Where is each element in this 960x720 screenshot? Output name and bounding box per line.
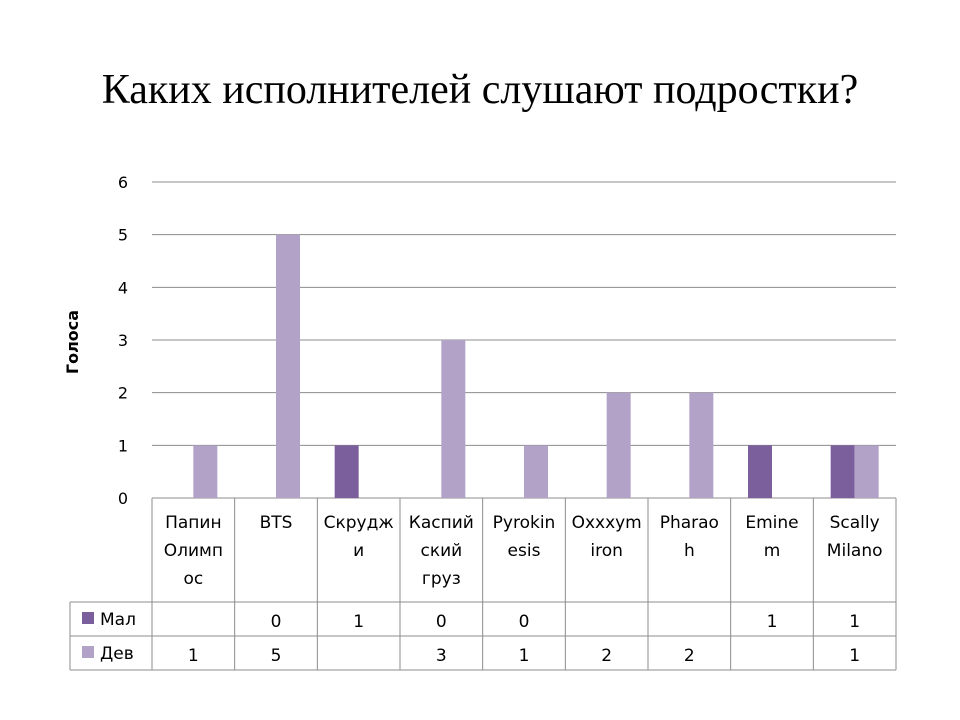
bar-Дев <box>193 445 218 498</box>
data-label: 1 <box>849 612 860 632</box>
y-tick-label: 3 <box>118 331 128 350</box>
category-label: Каспий <box>409 513 474 533</box>
data-label: 0 <box>519 612 530 632</box>
data-label: 2 <box>601 646 612 666</box>
category-label: h <box>684 541 695 561</box>
bar-Дев <box>524 445 548 498</box>
category-label: Emine <box>745 513 798 533</box>
category-label: m <box>764 541 781 561</box>
category-label: Папин <box>165 513 221 533</box>
data-label: 1 <box>849 646 860 666</box>
category-label: BTS <box>260 513 293 533</box>
bar-Дев <box>854 445 879 498</box>
data-label: 0 <box>436 612 447 632</box>
data-label: 1 <box>519 646 530 666</box>
y-tick-label: 2 <box>118 384 128 403</box>
y-tick-label: 5 <box>118 226 128 245</box>
category-label: Scally <box>830 513 880 533</box>
bar-Дев <box>441 340 466 498</box>
data-label: 3 <box>436 646 447 666</box>
category-label: iron <box>590 541 623 561</box>
chart-bars <box>193 234 879 498</box>
data-label: 1 <box>353 612 364 632</box>
series-name: Мал <box>100 610 136 630</box>
y-tick-label: 0 <box>118 489 128 508</box>
bar-Дев <box>276 234 300 498</box>
category-label: Pharao <box>660 513 719 533</box>
data-label: 0 <box>271 612 282 632</box>
data-label: 5 <box>271 646 282 666</box>
data-label: 1 <box>188 646 199 666</box>
category-label: ос <box>183 569 203 589</box>
data-label: 2 <box>684 646 695 666</box>
category-label: Pyrokin <box>493 513 556 533</box>
data-table: Папин Олимп ос BTS Скрудж и Каспий ский груз Pyro… <box>69 498 897 671</box>
y-tick-label: 4 <box>118 278 128 297</box>
legend-key <box>82 646 94 658</box>
bar-Мал <box>748 445 772 498</box>
bar-Мал <box>830 445 855 498</box>
y-axis: 0 1 2 3 4 5 6 <box>118 173 128 508</box>
y-tick-label: 6 <box>118 173 128 192</box>
category-label: груз <box>422 569 461 589</box>
category-label: Oxxxym <box>572 513 642 533</box>
slide-title: Каких исполнителей слушают подростки? <box>101 67 859 113</box>
data-label: 1 <box>767 612 778 632</box>
y-tick-label: 1 <box>118 436 128 455</box>
category-label: и <box>353 541 364 561</box>
legend-key <box>82 612 94 624</box>
y-axis-label: Голоса <box>63 310 82 374</box>
bar-Дев <box>606 392 631 498</box>
category-label: Milano <box>827 541 883 561</box>
bar-Мал <box>334 445 359 498</box>
bar-Дев <box>689 392 714 498</box>
series-name: Дев <box>100 644 134 664</box>
category-label: esis <box>508 541 541 561</box>
category-label: Олимп <box>164 541 223 561</box>
category-label: Скрудж <box>324 513 394 533</box>
category-label: ский <box>420 541 462 561</box>
